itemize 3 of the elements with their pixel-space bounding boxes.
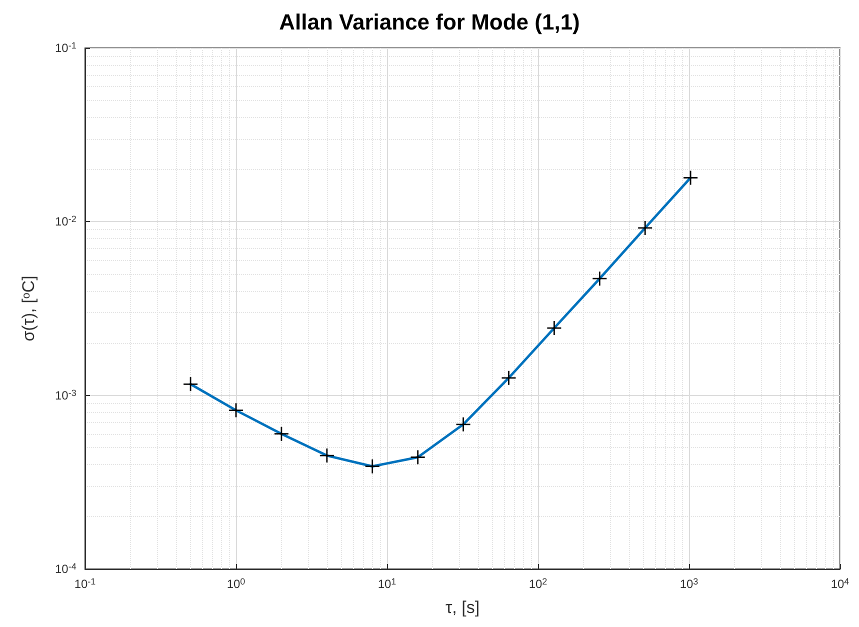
y-axis-title: σ(τ), [oC]	[19, 276, 38, 342]
chart-title: Allan Variance for Mode (1,1)	[279, 10, 580, 34]
x-axis-title: τ, [s]	[445, 598, 480, 617]
